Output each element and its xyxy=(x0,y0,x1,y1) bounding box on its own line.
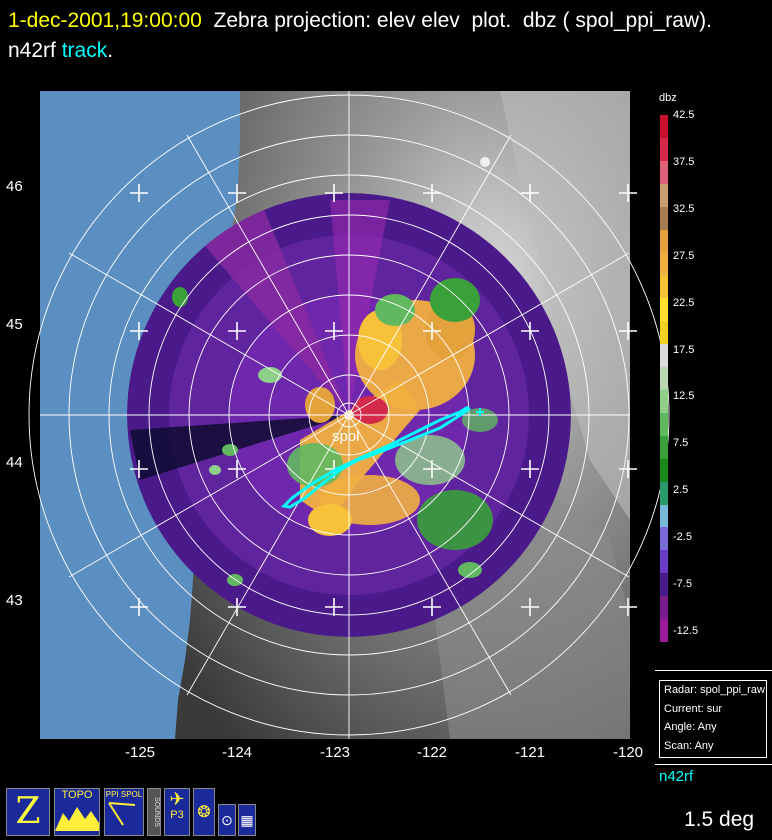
lon-label: -124 xyxy=(221,744,253,761)
divider xyxy=(655,764,772,765)
colorbar-label: 22.5 xyxy=(673,296,695,309)
colorbar-swatch xyxy=(660,321,668,345)
info-scan: Scan: Any xyxy=(664,739,714,752)
lon-label: -123 xyxy=(319,744,351,761)
platform-name[interactable]: n42rf xyxy=(659,768,694,785)
lon-label: -120 xyxy=(612,744,644,761)
colorbar-swatch xyxy=(660,389,668,414)
radar-site-label: spol xyxy=(332,428,360,445)
colorbar-swatch xyxy=(660,137,668,162)
colorbar-label: 32.5 xyxy=(673,202,695,215)
colorbar-swatch xyxy=(660,504,668,528)
colorbar-label: 17.5 xyxy=(673,343,695,356)
plot-title: 1-dec-2001,19:00:00 Zebra projection: el… xyxy=(8,6,768,66)
info-angle: Angle: Any xyxy=(664,721,717,733)
zebra-logo-icon[interactable]: Z xyxy=(6,788,50,836)
colorbar-label: 2.5 xyxy=(673,484,689,497)
info-radar: Radar: spol_ppi_raw xyxy=(664,684,765,696)
lon-label: -121 xyxy=(514,744,546,761)
plot-description: Zebra projection: elev elev plot. dbz ( … xyxy=(8,9,730,62)
colorbar-label: -2.5 xyxy=(673,531,692,544)
colorbar-swatch xyxy=(660,252,668,276)
topo-icon[interactable]: TOPO xyxy=(54,788,100,836)
radar-sweep xyxy=(127,193,571,637)
radar-dish-icon[interactable]: ❂ xyxy=(193,788,215,836)
ppi-spol-icon[interactable]: PPI SPOL xyxy=(104,788,144,836)
colorbar-swatch xyxy=(660,550,668,574)
colorbar-swatch xyxy=(660,435,668,460)
colorbar-swatch xyxy=(660,344,668,368)
lon-label: -122 xyxy=(416,744,448,761)
colorbar-swatch xyxy=(660,596,668,620)
colorbar-title: dbz xyxy=(659,92,677,104)
sounds-icon[interactable]: SOUNDS xyxy=(147,788,161,836)
lat-label: 46 xyxy=(6,178,23,195)
colorbar-swatch xyxy=(660,619,668,643)
colorbar-label: 37.5 xyxy=(673,155,695,168)
colorbar-swatch xyxy=(660,115,668,139)
lat-label: 44 xyxy=(6,454,23,471)
colorbar-swatch xyxy=(660,229,668,253)
colorbar-swatch xyxy=(660,573,668,597)
track-link[interactable]: track xyxy=(61,39,108,62)
colorbar-swatch xyxy=(660,412,668,437)
radar-info-box: Radar: spol_ppi_raw Current: sur Angle: … xyxy=(659,680,767,758)
colorbar-swatch xyxy=(660,183,668,208)
p3-aircraft-icon[interactable]: ✈ P3 xyxy=(164,788,190,836)
colorbar-swatch xyxy=(660,527,668,551)
colorbar-swatch xyxy=(660,298,668,322)
target-icon[interactable]: ⊙ xyxy=(218,804,236,836)
lon-label: -125 xyxy=(124,744,156,761)
colorbar-swatch xyxy=(660,206,668,231)
info-current: Current: sur xyxy=(664,702,723,715)
colorbar-label: 12.5 xyxy=(673,390,695,403)
plot-date: 1-dec-2001,19:00:00 xyxy=(8,9,202,32)
azimuth-lines xyxy=(40,91,630,739)
colorbar-label: -12.5 xyxy=(673,625,699,637)
colorbar-label: -7.5 xyxy=(673,578,692,591)
colorbar-label: 42.5 xyxy=(673,109,695,121)
colorbar-label: 7.5 xyxy=(673,437,689,450)
aircraft-track[interactable] xyxy=(280,405,471,509)
colorbar-swatch xyxy=(660,481,668,505)
colorbar-swatch xyxy=(660,367,668,391)
lat-label: 43 xyxy=(6,592,23,609)
colorbar-swatch xyxy=(660,275,668,299)
radar-site-marker xyxy=(344,410,354,420)
divider xyxy=(655,670,772,671)
elevation-readout: 1.5 deg xyxy=(684,808,755,831)
lat-label: 45 xyxy=(6,316,23,333)
colorbar-swatch xyxy=(660,160,668,185)
title-end: . xyxy=(107,39,114,62)
colorbar-label: 27.5 xyxy=(673,249,695,262)
grid-icon[interactable]: ▦ xyxy=(238,804,256,836)
lat-lon-crosses xyxy=(130,184,637,616)
colorbar-swatch xyxy=(660,458,668,483)
